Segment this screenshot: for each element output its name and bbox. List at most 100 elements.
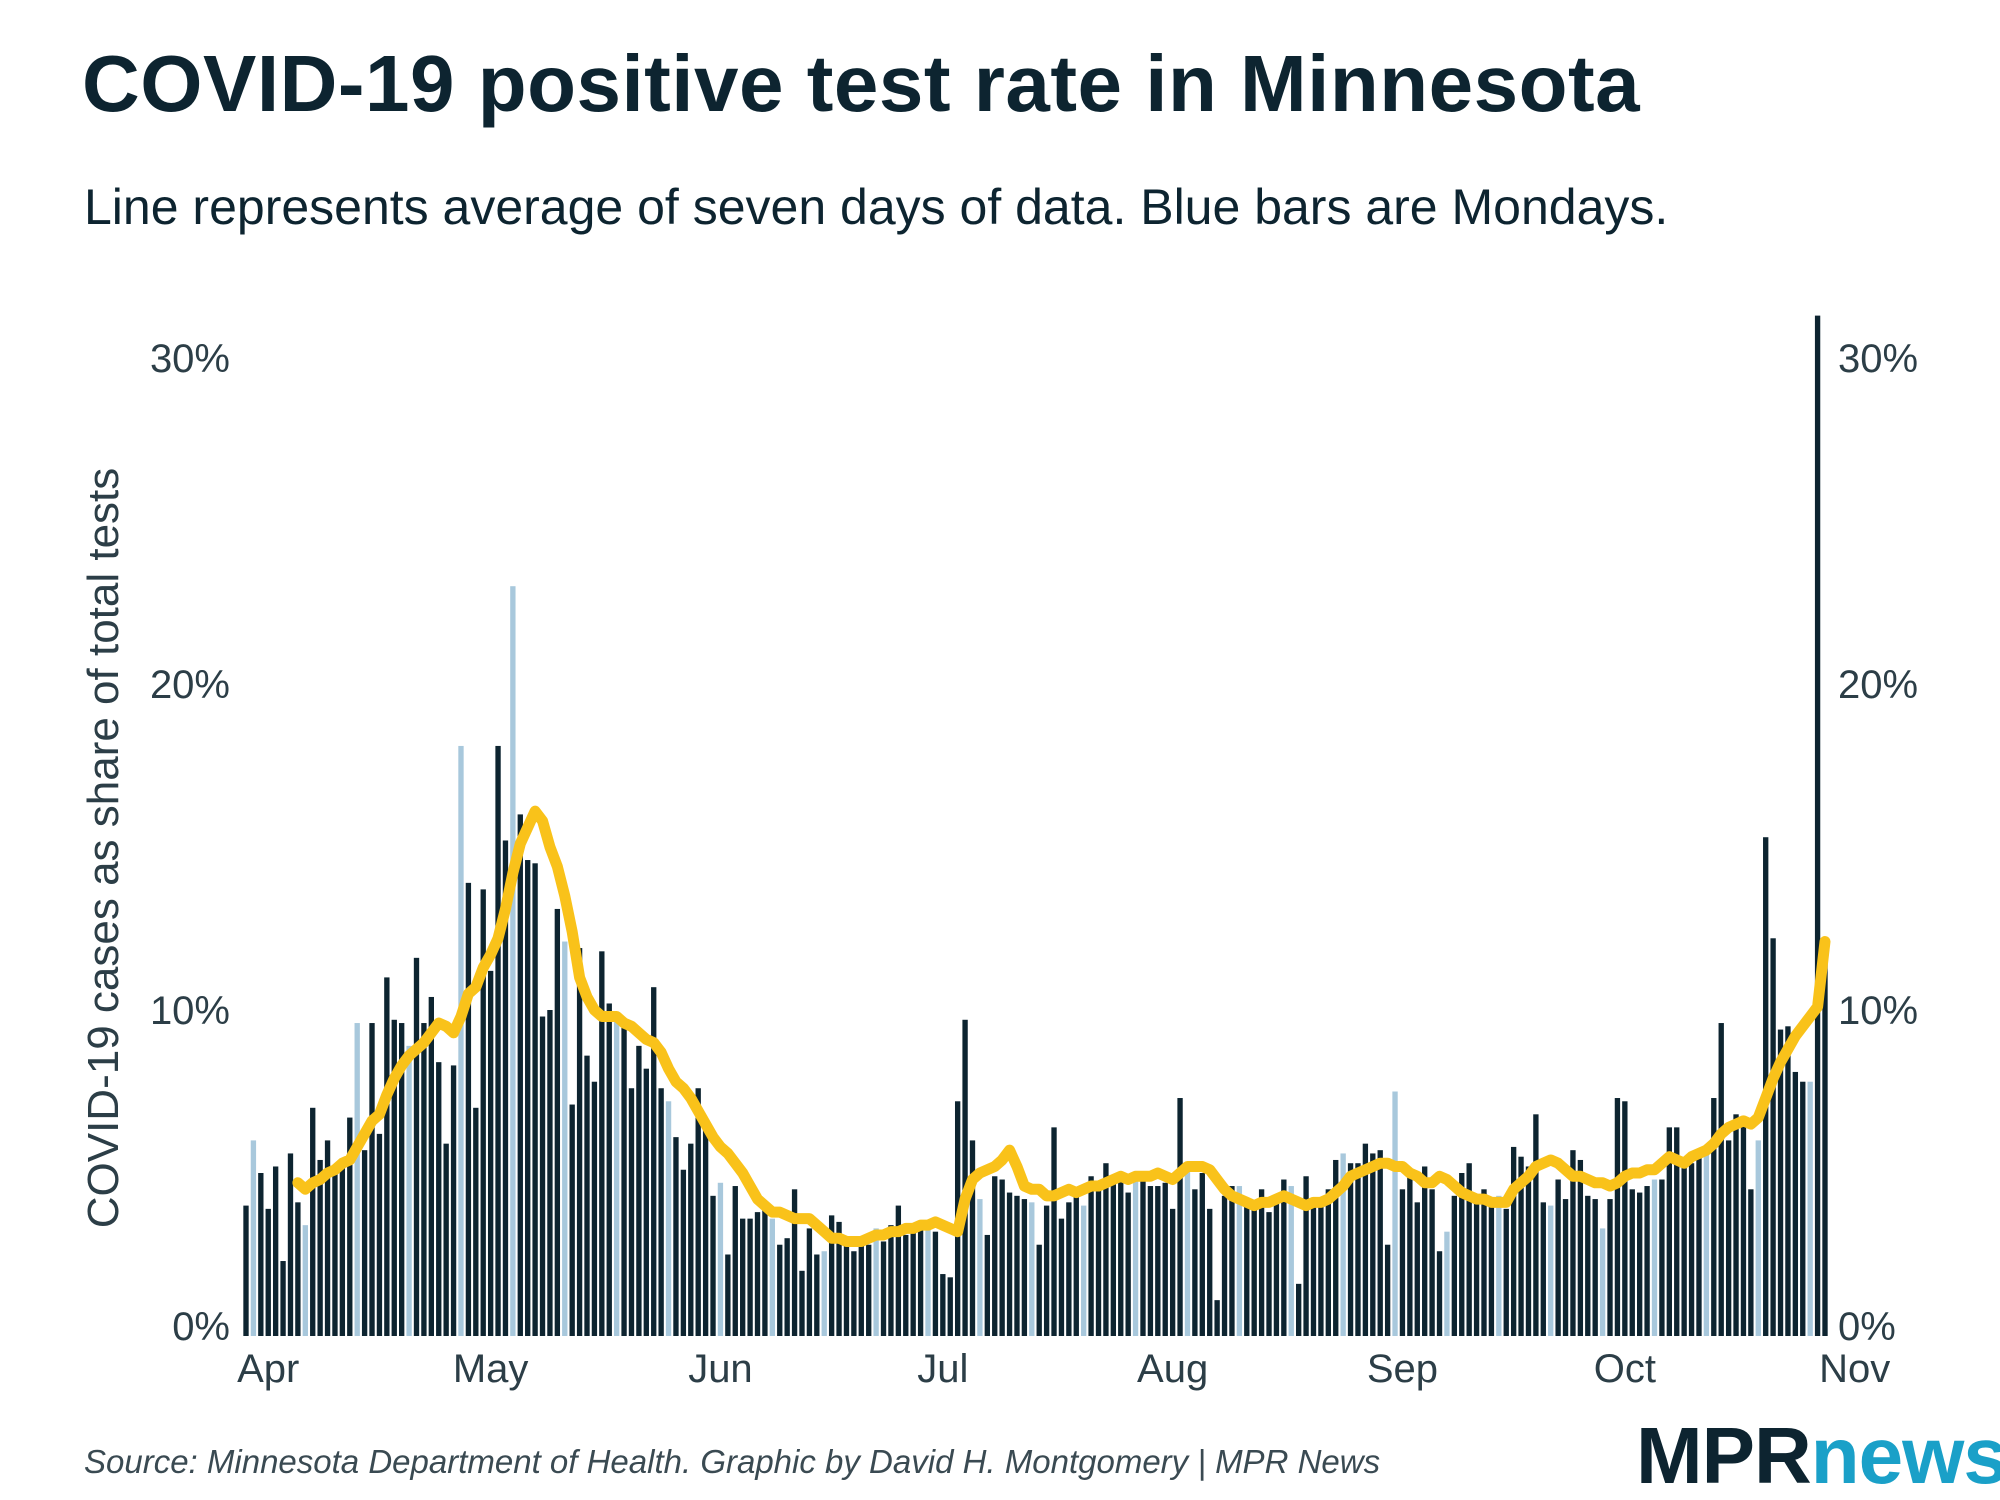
daily-bar <box>1733 1114 1739 1336</box>
daily-bar <box>1607 1199 1613 1336</box>
daily-bar <box>1466 1163 1472 1336</box>
daily-bar <box>651 987 657 1336</box>
daily-bar <box>1555 1179 1561 1336</box>
daily-bar <box>1488 1199 1495 1336</box>
daily-bar <box>1006 1192 1013 1336</box>
daily-bar <box>532 863 538 1336</box>
y-tick-label-left: 0% <box>172 1305 230 1349</box>
daily-bar <box>866 1244 872 1336</box>
daily-bar <box>710 1195 716 1336</box>
daily-bar <box>1422 1166 1428 1336</box>
daily-bar <box>917 1228 924 1336</box>
daily-bar <box>828 1215 835 1336</box>
monday-bar <box>1392 1091 1398 1336</box>
daily-bar <box>569 1104 575 1336</box>
monday-bar <box>1081 1205 1087 1336</box>
daily-bar <box>421 1023 427 1336</box>
y-axis-right: 0% 10% 20% 30% <box>1838 337 1918 1349</box>
daily-bar <box>732 1186 738 1336</box>
daily-bar <box>1095 1186 1102 1336</box>
daily-bar <box>1622 1101 1628 1336</box>
y-axis-title: COVID-19 cases as share of total tests <box>79 468 128 1229</box>
x-tick-label: Apr <box>237 1347 299 1391</box>
daily-bar <box>747 1218 753 1336</box>
daily-bar <box>740 1218 746 1336</box>
daily-bar <box>339 1159 346 1336</box>
seven-day-average-line <box>292 805 1831 1247</box>
daily-bar <box>361 1150 368 1336</box>
daily-bar <box>680 1169 687 1336</box>
y-tick-label-right: 30% <box>1838 337 1918 381</box>
daily-bar <box>1214 1300 1220 1336</box>
daily-bar <box>1066 1202 1072 1336</box>
x-tick-label: Nov <box>1819 1347 1890 1391</box>
daily-bar <box>1192 1189 1198 1336</box>
daily-bar <box>272 1166 279 1336</box>
daily-bar <box>1021 1199 1028 1336</box>
daily-bar <box>1644 1186 1650 1336</box>
monday-bar <box>406 1045 412 1336</box>
x-tick-label: Oct <box>1594 1347 1656 1391</box>
daily-bar <box>1110 1176 1117 1336</box>
daily-bar <box>1370 1153 1376 1336</box>
monday-bar <box>977 1199 983 1336</box>
daily-bar <box>880 1241 887 1336</box>
daily-bar <box>1637 1192 1643 1336</box>
daily-bar <box>606 1003 612 1336</box>
daily-bar <box>791 1189 798 1336</box>
daily-bar <box>984 1234 990 1336</box>
daily-bar <box>1407 1176 1413 1336</box>
daily-bar <box>1711 1098 1717 1336</box>
daily-bar <box>1629 1189 1635 1336</box>
monday-bar <box>1807 1081 1813 1336</box>
daily-bar <box>1125 1192 1131 1336</box>
y-axis-left: 0% 10% 20% 30% <box>150 337 230 1349</box>
daily-bar <box>992 1176 998 1336</box>
daily-bar <box>1036 1244 1042 1336</box>
daily-bar <box>1303 1176 1309 1336</box>
logo-mpr: MPR <box>1636 1411 1812 1500</box>
x-tick-label: Jul <box>917 1347 968 1391</box>
daily-bar <box>525 860 531 1336</box>
daily-bar <box>1377 1150 1383 1336</box>
daily-bar <box>688 1143 694 1336</box>
daily-bar <box>636 1045 642 1336</box>
daily-bar <box>1155 1186 1161 1336</box>
daily-bar <box>777 1244 783 1336</box>
daily-bar <box>1777 1029 1784 1336</box>
daily-bar <box>287 1153 294 1336</box>
daily-bar <box>1296 1283 1302 1336</box>
daily-bar <box>947 1277 953 1336</box>
daily-bar <box>628 1088 635 1336</box>
daily-bar <box>1748 1189 1754 1336</box>
daily-bar <box>1718 1023 1724 1336</box>
daily-bar <box>1792 1071 1799 1336</box>
x-axis: Apr May Jun Jul Aug Sep Oct Nov <box>237 1347 1890 1391</box>
daily-bar <box>1177 1098 1183 1336</box>
daily-bar <box>1688 1163 1695 1336</box>
daily-bar <box>1051 1127 1057 1336</box>
source-note: Source: Minnesota Department of Health. … <box>84 1443 1381 1480</box>
daily-bar <box>1659 1179 1665 1336</box>
daily-bar <box>1785 1026 1791 1336</box>
daily-bar <box>1503 1208 1509 1336</box>
daily-bar <box>1481 1189 1487 1336</box>
monday-bar <box>1132 1173 1139 1336</box>
monday-bar <box>354 1023 360 1336</box>
daily-bar <box>1169 1208 1176 1336</box>
x-tick-label: Aug <box>1137 1347 1208 1391</box>
y-tick-label-right: 10% <box>1838 989 1918 1033</box>
monday-bar <box>1340 1153 1346 1336</box>
daily-bar <box>1244 1202 1250 1336</box>
daily-bar <box>695 1088 701 1336</box>
daily-bar <box>391 1019 397 1336</box>
daily-bar <box>332 1173 338 1336</box>
y-tick-label-right: 0% <box>1838 1305 1896 1349</box>
daily-bar <box>1681 1166 1687 1336</box>
daily-bar <box>310 1107 316 1336</box>
daily-bar <box>1103 1163 1109 1336</box>
daily-bar <box>1162 1182 1168 1336</box>
daily-bar <box>1436 1251 1443 1336</box>
daily-bar <box>1822 954 1828 1336</box>
